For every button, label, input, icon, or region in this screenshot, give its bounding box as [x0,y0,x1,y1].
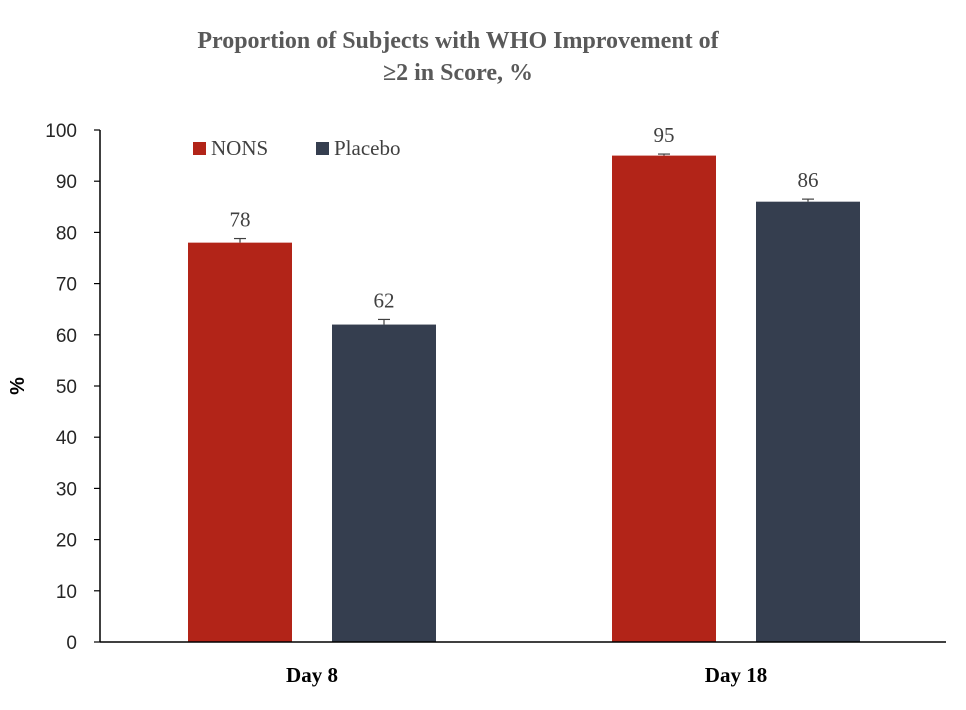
y-tick-label: 20 [56,531,77,552]
y-tick-label: 0 [66,633,77,654]
y-tick-label: 50 [56,377,77,398]
error-bars [234,153,814,325]
data-labels: 78 95 62 86 [230,123,819,312]
y-tick-label: 60 [56,326,77,347]
data-label: 86 [798,168,819,192]
x-tick-label: Day 8 [286,663,338,687]
y-tick-label: 70 [56,275,77,296]
bars [188,155,860,642]
data-label: 78 [230,208,251,232]
y-axis-ticks: 0 10 20 30 40 50 60 70 80 90 100 [45,121,100,654]
y-axis-label: % [7,377,29,395]
legend-swatch-placebo [316,142,329,155]
y-tick-label: 100 [45,121,77,142]
bar-nons-day-8 [188,242,292,642]
data-label: 62 [374,288,395,312]
bar-placebo-day-18 [756,201,860,642]
chart-title: Proportion of Subjects with WHO Improvem… [197,28,719,86]
legend: NONS Placebo [193,136,400,160]
y-tick-label: 40 [56,428,77,449]
y-tick-label: 80 [56,223,77,244]
bar-nons-day-18 [612,155,716,642]
legend-swatch-nons [193,142,206,155]
data-label: 95 [654,123,675,147]
legend-label-placebo: Placebo [334,136,400,160]
y-tick-label: 30 [56,479,77,500]
legend-label-nons: NONS [211,136,268,160]
chart-title-line-2: ≥2 in Score, % [383,60,533,86]
chart-title-line-1: Proportion of Subjects with WHO Improvem… [197,28,719,54]
x-tick-label: Day 18 [705,663,767,687]
y-tick-label: 90 [56,172,77,193]
y-tick-label: 10 [56,582,77,603]
bar-placebo-day-8 [332,324,436,642]
x-axis-ticks: Day 8 Day 18 [286,663,767,687]
